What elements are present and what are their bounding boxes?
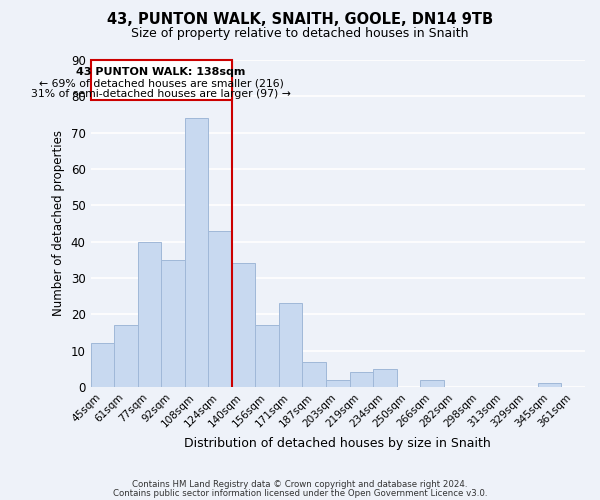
Bar bbox=[420, 380, 444, 387]
Text: 43, PUNTON WALK, SNAITH, GOOLE, DN14 9TB: 43, PUNTON WALK, SNAITH, GOOLE, DN14 9TB bbox=[107, 12, 493, 28]
Y-axis label: Number of detached properties: Number of detached properties bbox=[52, 130, 65, 316]
Text: Contains HM Land Registry data © Crown copyright and database right 2024.: Contains HM Land Registry data © Crown c… bbox=[132, 480, 468, 489]
Bar bbox=[326, 380, 350, 387]
Bar bbox=[185, 118, 208, 387]
Bar bbox=[232, 264, 256, 387]
Bar bbox=[208, 230, 232, 387]
Bar bbox=[538, 384, 562, 387]
Bar bbox=[373, 369, 397, 387]
X-axis label: Distribution of detached houses by size in Snaith: Distribution of detached houses by size … bbox=[184, 437, 491, 450]
Bar bbox=[302, 362, 326, 387]
Bar bbox=[256, 325, 279, 387]
Text: Contains public sector information licensed under the Open Government Licence v3: Contains public sector information licen… bbox=[113, 490, 487, 498]
Bar bbox=[91, 344, 114, 387]
Text: Size of property relative to detached houses in Snaith: Size of property relative to detached ho… bbox=[131, 28, 469, 40]
Bar bbox=[279, 304, 302, 387]
Text: 31% of semi-detached houses are larger (97) →: 31% of semi-detached houses are larger (… bbox=[31, 89, 291, 99]
Bar bbox=[161, 260, 185, 387]
Text: ← 69% of detached houses are smaller (216): ← 69% of detached houses are smaller (21… bbox=[39, 78, 284, 88]
Bar bbox=[350, 372, 373, 387]
FancyBboxPatch shape bbox=[91, 60, 232, 100]
Bar bbox=[114, 325, 137, 387]
Bar bbox=[137, 242, 161, 387]
Text: 43 PUNTON WALK: 138sqm: 43 PUNTON WALK: 138sqm bbox=[76, 66, 246, 76]
